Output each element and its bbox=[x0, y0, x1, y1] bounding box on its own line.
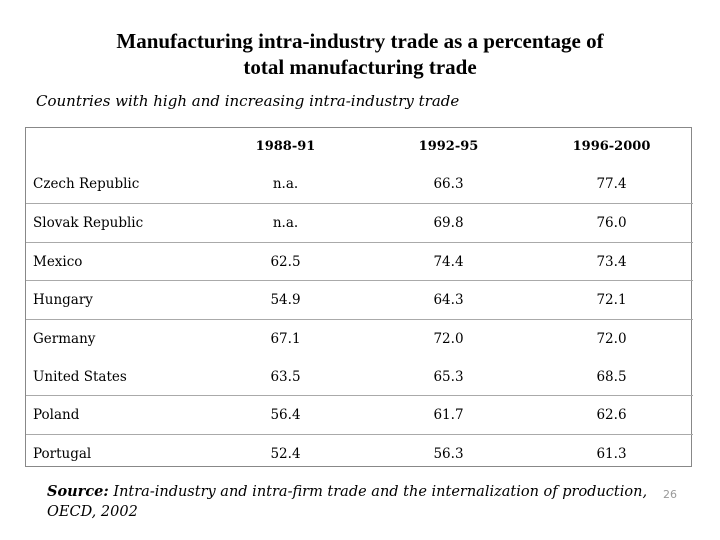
value-cell: 72.0 bbox=[433, 331, 464, 347]
value-cell: 56.4 bbox=[204, 395, 367, 435]
title-line-2: total manufacturing trade bbox=[243, 55, 477, 79]
table-row: Czech Republic n.a. 66.3 77.4 bbox=[26, 165, 693, 204]
country-cell: Slovak Republic bbox=[26, 203, 204, 243]
column-header: 1996-2000 bbox=[572, 139, 651, 154]
value-cell: 73.4 bbox=[530, 242, 693, 281]
title-line-1: Manufacturing intra-industry trade as a … bbox=[116, 29, 604, 53]
source-text: Intra-industry and intra-firm trade and … bbox=[47, 484, 648, 520]
country-cell: United States bbox=[26, 358, 204, 396]
column-header: 1988-91 bbox=[255, 139, 316, 154]
value-cell: 69.8 bbox=[367, 203, 530, 243]
source-label: Source: bbox=[47, 483, 109, 500]
value-cell: 72.0 bbox=[596, 331, 627, 347]
value-cell: n.a. bbox=[204, 165, 367, 204]
value-cell: 62.6 bbox=[530, 395, 693, 435]
value-cell: 61.7 bbox=[367, 395, 530, 435]
value-cell: 67.1 bbox=[270, 331, 301, 347]
value-cell: 74.4 bbox=[367, 242, 530, 281]
table-row: Germany 67.1 72.0 72.0 bbox=[26, 320, 693, 359]
country-cell: Poland bbox=[26, 395, 204, 435]
header-corner bbox=[26, 128, 204, 165]
page-number: 26 bbox=[663, 488, 677, 501]
country-cell: Mexico bbox=[26, 242, 204, 281]
value-cell: 56.3 bbox=[433, 445, 464, 462]
value-cell: 76.0 bbox=[530, 203, 693, 243]
value-cell: 65.3 bbox=[367, 358, 530, 396]
table-row: Portugal 52.4 56.3 61.3 bbox=[26, 435, 693, 473]
data-table-frame: 1988-91 1992-95 1996-2000 Czech Republic… bbox=[25, 127, 693, 467]
table-row: Poland 56.4 61.7 62.6 bbox=[26, 395, 693, 435]
source-note: Source: Intra-industry and intra-firm tr… bbox=[47, 482, 697, 522]
header-row: 1988-91 1992-95 1996-2000 bbox=[26, 128, 693, 165]
table-row: United States 63.5 65.3 68.5 bbox=[26, 358, 693, 396]
value-cell: 54.9 bbox=[204, 280, 367, 320]
table-subtitle: Countries with high and increasing intra… bbox=[36, 92, 460, 110]
country-cell: Czech Republic bbox=[26, 165, 204, 204]
country-cell: Hungary bbox=[26, 280, 204, 320]
column-header: 1992-95 bbox=[418, 139, 479, 154]
value-cell: 66.3 bbox=[367, 165, 530, 204]
country-cell: Portugal bbox=[33, 445, 92, 462]
value-cell: 72.1 bbox=[530, 280, 693, 320]
table-row: Hungary 54.9 64.3 72.1 bbox=[26, 280, 693, 320]
table-row: Mexico 62.5 74.4 73.4 bbox=[26, 242, 693, 281]
value-cell: 62.5 bbox=[204, 242, 367, 281]
value-cell: n.a. bbox=[204, 203, 367, 243]
value-cell: 64.3 bbox=[367, 280, 530, 320]
country-cell: Germany bbox=[33, 331, 96, 347]
table-row: Slovak Republic n.a. 69.8 76.0 bbox=[26, 203, 693, 243]
trade-table: 1988-91 1992-95 1996-2000 Czech Republic… bbox=[26, 128, 693, 472]
slide-title: Manufacturing intra-industry trade as a … bbox=[40, 28, 680, 80]
value-cell: 52.4 bbox=[270, 445, 301, 462]
value-cell: 68.5 bbox=[530, 358, 693, 396]
value-cell: 63.5 bbox=[204, 358, 367, 396]
value-cell: 61.3 bbox=[596, 445, 627, 462]
value-cell: 77.4 bbox=[530, 165, 693, 204]
